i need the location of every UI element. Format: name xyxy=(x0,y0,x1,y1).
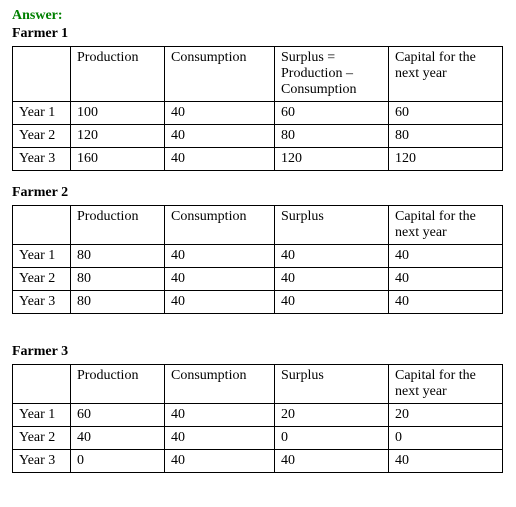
table-cell: 60 xyxy=(275,102,389,125)
table-cell: Year 2 xyxy=(13,125,71,148)
table-header-cell: Production xyxy=(71,206,165,245)
table-cell: Year 2 xyxy=(13,427,71,450)
table-cell: 120 xyxy=(71,125,165,148)
table-header-cell: Surplus xyxy=(275,365,389,404)
table-cell: 20 xyxy=(275,404,389,427)
table-cell: Year 3 xyxy=(13,450,71,473)
table-cell: Year 1 xyxy=(13,404,71,427)
farmer-block: Farmer 2 ProductionConsumptionSurplusCapi… xyxy=(12,185,504,314)
table-cell: 40 xyxy=(165,268,275,291)
answer-label: Answer: xyxy=(12,8,504,24)
table-cell: 40 xyxy=(165,245,275,268)
farmer-title: Farmer 3 xyxy=(12,344,504,360)
table-row: Year 280404040 xyxy=(13,268,503,291)
table-cell: 0 xyxy=(71,450,165,473)
farmer-title: Farmer 2 xyxy=(12,185,504,201)
table-cell: 40 xyxy=(275,268,389,291)
table-header-cell xyxy=(13,47,71,102)
farmers-container: Farmer 1ProductionConsumptionSurplus = P… xyxy=(12,26,504,473)
table-cell: 20 xyxy=(389,404,503,427)
farmer-table: ProductionConsumptionSurplus = Productio… xyxy=(12,46,503,171)
table-header-row: ProductionConsumptionSurplus = Productio… xyxy=(13,47,503,102)
farmer-table: ProductionConsumptionSurplusCapital for … xyxy=(12,364,503,473)
table-header-cell: Consumption xyxy=(165,47,275,102)
table-cell: Year 3 xyxy=(13,291,71,314)
table-header-cell xyxy=(13,206,71,245)
table-cell: 40 xyxy=(71,427,165,450)
table-cell: Year 3 xyxy=(13,148,71,171)
table-row: Year 380404040 xyxy=(13,291,503,314)
table-cell: 80 xyxy=(71,245,165,268)
table-cell: 80 xyxy=(389,125,503,148)
table-header-cell: Consumption xyxy=(165,365,275,404)
table-cell: 40 xyxy=(165,125,275,148)
table-cell: 40 xyxy=(165,427,275,450)
table-cell: 40 xyxy=(165,148,275,171)
table-cell: 40 xyxy=(275,291,389,314)
table-cell: 40 xyxy=(389,291,503,314)
table-row: Year 1100406060 xyxy=(13,102,503,125)
table-header-cell: Capital for the next year xyxy=(389,206,503,245)
table-row: Year 316040120120 xyxy=(13,148,503,171)
table-header-cell: Capital for the next year xyxy=(389,365,503,404)
table-cell: 40 xyxy=(389,450,503,473)
table-cell: 120 xyxy=(389,148,503,171)
farmer-block: Farmer 1 ProductionConsumptionSurplus = P… xyxy=(12,26,504,171)
table-header-row: ProductionConsumptionSurplusCapital for … xyxy=(13,365,503,404)
table-cell: 60 xyxy=(389,102,503,125)
farmer-block: Farmer 3 ProductionConsumptionSurplusCapi… xyxy=(12,344,504,473)
table-header-cell xyxy=(13,365,71,404)
table-cell: 120 xyxy=(275,148,389,171)
table-cell: 100 xyxy=(71,102,165,125)
table-cell: 40 xyxy=(389,268,503,291)
table-cell: 40 xyxy=(165,102,275,125)
table-header-cell: Surplus xyxy=(275,206,389,245)
table-row: Year 30404040 xyxy=(13,450,503,473)
table-header-cell: Production xyxy=(71,47,165,102)
table-row: Year 2404000 xyxy=(13,427,503,450)
table-cell: 40 xyxy=(165,450,275,473)
table-header-cell: Consumption xyxy=(165,206,275,245)
table-cell: 60 xyxy=(71,404,165,427)
table-cell: 40 xyxy=(165,404,275,427)
table-cell: 80 xyxy=(71,291,165,314)
table-header-cell: Production xyxy=(71,365,165,404)
table-cell: Year 1 xyxy=(13,245,71,268)
table-cell: 80 xyxy=(275,125,389,148)
table-header-row: ProductionConsumptionSurplusCapital for … xyxy=(13,206,503,245)
table-row: Year 160402020 xyxy=(13,404,503,427)
table-cell: 40 xyxy=(275,245,389,268)
table-cell: Year 2 xyxy=(13,268,71,291)
table-cell: 40 xyxy=(275,450,389,473)
table-cell: 40 xyxy=(389,245,503,268)
farmer-title: Farmer 1 xyxy=(12,26,504,42)
table-cell: 80 xyxy=(71,268,165,291)
table-row: Year 2120408080 xyxy=(13,125,503,148)
table-cell: 0 xyxy=(275,427,389,450)
table-header-cell: Surplus = Production – Consumption xyxy=(275,47,389,102)
table-cell: 160 xyxy=(71,148,165,171)
table-row: Year 180404040 xyxy=(13,245,503,268)
table-cell: 0 xyxy=(389,427,503,450)
table-cell: Year 1 xyxy=(13,102,71,125)
table-cell: 40 xyxy=(165,291,275,314)
farmer-table: ProductionConsumptionSurplusCapital for … xyxy=(12,205,503,314)
table-header-cell: Capital for the next year xyxy=(389,47,503,102)
